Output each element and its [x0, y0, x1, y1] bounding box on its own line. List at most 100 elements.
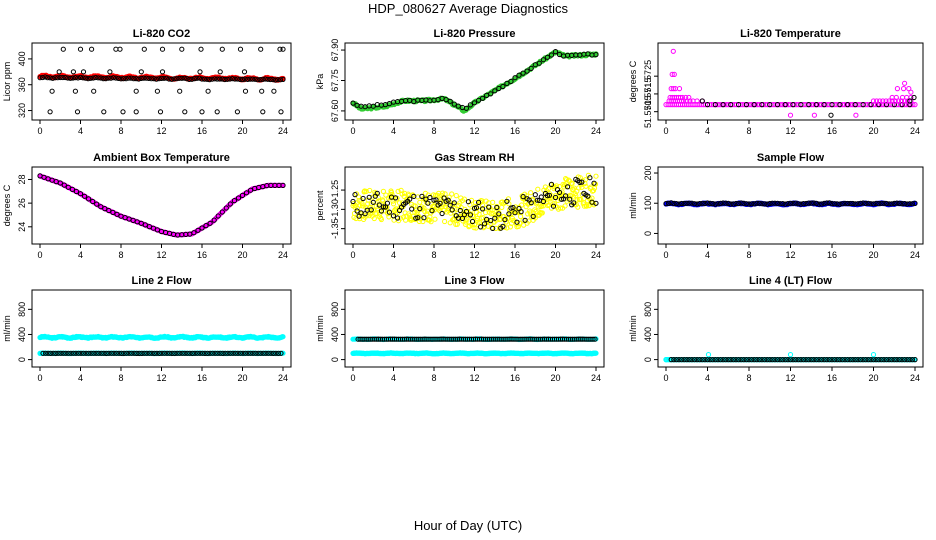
- data-point: [134, 350, 140, 356]
- data-point: [161, 75, 167, 81]
- data-point: [593, 200, 599, 206]
- data-point: [232, 76, 238, 82]
- data-point: [202, 350, 208, 356]
- data-point: [451, 101, 457, 107]
- data-point: [151, 76, 157, 82]
- data-point: [673, 201, 680, 207]
- data-point: [181, 75, 187, 81]
- plot-frame: [657, 42, 924, 121]
- data-point: [280, 334, 286, 340]
- data-point: [106, 207, 112, 214]
- data-point: [96, 350, 102, 356]
- data-point: [113, 350, 120, 356]
- data-point: [520, 194, 526, 200]
- y-tick-label: 800: [643, 302, 653, 317]
- data-point: [271, 88, 277, 94]
- data-point: [821, 200, 827, 206]
- data-point: [101, 109, 107, 115]
- data-point: [870, 352, 877, 358]
- data-point: [803, 357, 809, 363]
- data-point: [582, 177, 589, 183]
- data-point: [710, 201, 716, 207]
- data-point: [883, 357, 890, 363]
- data-point: [680, 94, 686, 101]
- data-point: [154, 350, 160, 356]
- data-point: [876, 201, 882, 207]
- data-point: [590, 336, 596, 342]
- data-point: [873, 357, 879, 363]
- data-point: [449, 207, 455, 213]
- data-point: [677, 94, 684, 101]
- x-tick-label: 0: [37, 250, 42, 260]
- series-low-black: [828, 112, 834, 118]
- data-point: [473, 205, 480, 211]
- data-point: [171, 76, 177, 82]
- data-point: [826, 200, 833, 206]
- data-point: [516, 72, 522, 78]
- y-axis-label: ml/min: [315, 315, 325, 342]
- data-point: [124, 350, 130, 356]
- data-point: [360, 203, 366, 209]
- data-point: [445, 197, 451, 203]
- data-point: [850, 357, 856, 363]
- data-point: [798, 201, 804, 207]
- x-tick-label: 4: [705, 250, 710, 260]
- data-point: [219, 46, 225, 52]
- data-point: [528, 190, 534, 196]
- data-point: [187, 350, 193, 356]
- data-point: [697, 201, 703, 207]
- data-point: [544, 54, 551, 60]
- data-point: [857, 200, 864, 206]
- data-point: [239, 76, 246, 83]
- page-title: HDP_080627 Average Diagnostics: [368, 1, 568, 16]
- chart-title: Gas Stream RH: [434, 152, 514, 164]
- data-point: [769, 200, 775, 206]
- y-axis-label: ml/min: [2, 315, 12, 342]
- data-point: [715, 201, 721, 207]
- data-point: [878, 200, 884, 206]
- data-point: [736, 357, 742, 363]
- x-tick-label: 12: [156, 373, 166, 383]
- data-point: [806, 200, 812, 206]
- y-axis-label: kPa: [315, 74, 325, 90]
- series-upper-averages: [355, 336, 598, 342]
- data-point: [782, 201, 788, 207]
- data-point: [480, 206, 486, 212]
- data-point: [123, 76, 129, 82]
- data-point: [577, 175, 583, 181]
- data-point: [252, 76, 258, 82]
- data-point: [514, 219, 520, 225]
- chart-title: Li-820 Temperature: [740, 28, 841, 40]
- data-point: [166, 76, 172, 82]
- data-point: [785, 201, 791, 207]
- data-point: [191, 76, 197, 82]
- data-point: [136, 76, 142, 82]
- data-point: [870, 201, 877, 207]
- data-point: [80, 350, 87, 356]
- data-point: [795, 357, 801, 363]
- data-point: [63, 350, 69, 356]
- data-point: [133, 88, 139, 94]
- data-point: [425, 200, 431, 206]
- data-point: [877, 98, 883, 104]
- data-point: [280, 76, 286, 83]
- data-point: [68, 350, 74, 356]
- data-point: [118, 350, 125, 356]
- data-point: [860, 200, 866, 206]
- data-point: [179, 350, 185, 356]
- data-point: [663, 357, 669, 363]
- x-tick-label: 12: [469, 250, 479, 260]
- data-point: [824, 357, 830, 363]
- data-point: [133, 109, 139, 115]
- plot-frame: [657, 289, 924, 368]
- data-point: [663, 201, 669, 207]
- data-point: [75, 75, 81, 81]
- data-point: [569, 180, 575, 186]
- y-tick-label: 360: [17, 77, 27, 92]
- y-tick-label: -1.30: [330, 199, 340, 220]
- data-point: [471, 225, 477, 231]
- x-tick-label: 24: [278, 126, 288, 136]
- data-point: [749, 201, 755, 207]
- data-point: [512, 210, 518, 216]
- data-point: [556, 189, 563, 195]
